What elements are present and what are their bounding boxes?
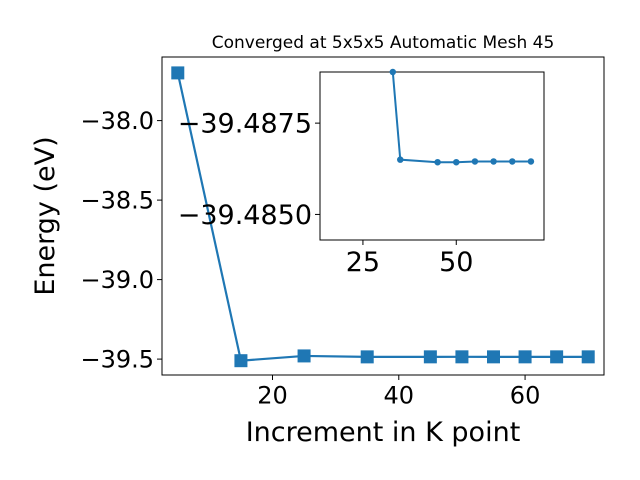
inset-series [389, 68, 535, 166]
main-y-tick-label: −39.0 [80, 266, 154, 294]
main-x-tick-label: 60 [510, 381, 541, 409]
inset-x-tick-label: 25 [346, 247, 380, 278]
main-data-point [297, 349, 311, 363]
main-x-ticks: 20 40 60 [257, 375, 540, 409]
main-data-point [455, 350, 469, 364]
inset-data-point [434, 158, 441, 166]
x-axis-label: Increment in K point [246, 417, 521, 448]
main-y-tick-label: −39.5 [80, 346, 154, 374]
main-data-point [581, 350, 595, 364]
inset-data-point [389, 68, 397, 76]
inset-x-ticks: 25 50 [346, 240, 473, 278]
main-x-tick-label: 20 [257, 381, 288, 409]
main-data-point [423, 350, 437, 364]
inset-data-point [397, 156, 404, 163]
inset-data-point [527, 158, 535, 165]
main-data-point [171, 66, 185, 80]
inset-y-ticks: −39.4875 −39.4850 [178, 109, 320, 231]
main-y-ticks: −38.0 −38.5 −39.0 −39.5 [80, 107, 162, 374]
main-axes-frame [161, 56, 605, 376]
main-series-line [176, 72, 589, 362]
inset-y-tick-label: −39.4850 [178, 200, 312, 231]
main-data-point [487, 350, 500, 364]
inset-axes-frame [319, 71, 545, 241]
inset-data-point [490, 158, 497, 165]
main-data-point [550, 350, 564, 364]
main-series [171, 66, 595, 368]
main-plot-area: 20 40 60 −38.0 −38.5 −39.0 −39.5 [80, 56, 605, 409]
y-axis-label: Energy (eV) [30, 136, 61, 295]
main-x-tick-label: 40 [384, 381, 415, 409]
main-data-point [360, 350, 374, 364]
chart-title: Converged at 5x5x5 Automatic Mesh 45 [212, 33, 555, 53]
main-y-tick-label: −38.5 [80, 187, 154, 215]
main-data-point [234, 354, 248, 368]
main-y-tick-label: −38.0 [80, 107, 154, 135]
inset-plot-area: 25 50 −39.4875 −39.4850 [178, 68, 545, 278]
inset-data-point [509, 158, 516, 165]
inset-x-tick-label: 50 [439, 247, 473, 278]
inset-data-point [453, 158, 460, 166]
inset-y-tick-label: −39.4875 [178, 109, 312, 140]
inset-data-point [471, 158, 479, 165]
main-data-point [518, 350, 532, 364]
